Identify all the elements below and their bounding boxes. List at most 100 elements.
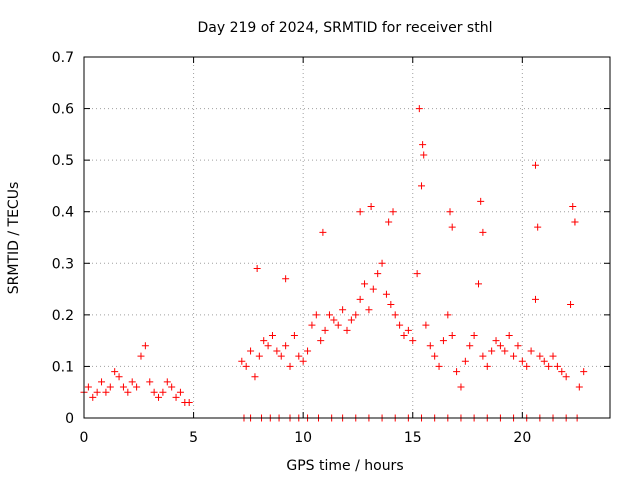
data-point xyxy=(545,362,553,370)
data-point xyxy=(325,311,333,319)
data-point xyxy=(575,383,583,391)
plot-frame xyxy=(83,56,611,419)
data-point xyxy=(448,331,456,339)
x-tick-label: 15 xyxy=(404,430,422,446)
data-point xyxy=(299,357,307,365)
data-point xyxy=(238,357,246,365)
x-axis-label: GPS time / hours xyxy=(286,458,403,474)
data-point xyxy=(409,337,417,345)
data-point xyxy=(514,342,522,350)
data-point xyxy=(389,208,397,216)
data-point xyxy=(119,383,127,391)
data-point xyxy=(505,331,513,339)
data-point xyxy=(146,378,154,386)
data-point xyxy=(141,342,149,350)
data-point xyxy=(319,228,327,236)
data-point xyxy=(367,203,375,211)
data-point xyxy=(457,383,465,391)
data-point xyxy=(176,388,184,396)
data-point xyxy=(334,321,342,329)
y-tick-label: 0.3 xyxy=(52,256,74,272)
data-point xyxy=(268,331,276,339)
data-point xyxy=(439,337,447,345)
data-point xyxy=(150,388,158,396)
data-point xyxy=(418,182,426,190)
data-point xyxy=(242,362,250,370)
data-point xyxy=(155,393,163,401)
data-point xyxy=(488,347,496,355)
data-point xyxy=(365,306,373,314)
data-point xyxy=(553,362,561,370)
data-point xyxy=(282,342,290,350)
y-axis-label: SRMTID / TECUs xyxy=(6,182,22,295)
data-point xyxy=(523,362,531,370)
y-tick-label: 0.6 xyxy=(52,102,74,118)
data-point xyxy=(531,161,539,169)
data-point xyxy=(558,368,566,376)
data-point xyxy=(106,383,114,391)
data-point xyxy=(426,342,434,350)
data-point xyxy=(496,342,504,350)
data-point xyxy=(527,347,535,355)
data-point xyxy=(255,352,263,360)
data-point xyxy=(253,264,261,272)
data-point xyxy=(479,352,487,360)
data-point xyxy=(562,373,570,381)
data-point xyxy=(168,383,176,391)
data-point xyxy=(534,223,542,231)
data-point xyxy=(400,331,408,339)
data-point xyxy=(382,290,390,298)
data-point xyxy=(93,388,101,396)
data-point xyxy=(448,223,456,231)
data-point xyxy=(580,368,588,376)
data-point xyxy=(453,368,461,376)
y-tick-label: 0.4 xyxy=(52,205,74,221)
data-point xyxy=(260,337,268,345)
data-point xyxy=(273,347,281,355)
data-point xyxy=(540,357,548,365)
grid xyxy=(84,57,610,418)
ticks: 0 0.1 0.2 0.3 0.4 0.5 0.6 0.7 0 5 10 15 20 xyxy=(52,50,610,446)
data-point xyxy=(343,326,351,334)
data-points xyxy=(80,105,588,422)
x-tick-label: 5 xyxy=(189,430,198,446)
data-point xyxy=(419,141,427,149)
data-point xyxy=(330,316,338,324)
y-tick-label: 0 xyxy=(65,411,74,427)
data-point xyxy=(277,352,285,360)
data-point xyxy=(295,352,303,360)
x-tick-label: 10 xyxy=(294,430,312,446)
data-point xyxy=(137,352,145,360)
data-point xyxy=(396,321,404,329)
x-tick-label: 0 xyxy=(80,430,89,446)
data-point xyxy=(308,321,316,329)
data-point xyxy=(391,311,399,319)
data-point xyxy=(111,368,119,376)
chart-title: Day 219 of 2024, SRMTID for receiver sth… xyxy=(198,20,493,36)
data-point xyxy=(477,197,485,205)
data-point xyxy=(479,228,487,236)
data-point xyxy=(304,347,312,355)
data-point xyxy=(172,393,180,401)
data-point xyxy=(133,383,141,391)
data-point xyxy=(446,208,454,216)
data-point xyxy=(102,388,110,396)
data-point xyxy=(84,383,92,391)
data-point xyxy=(356,295,364,303)
data-point xyxy=(185,399,193,407)
data-point xyxy=(124,388,132,396)
data-point xyxy=(466,342,474,350)
data-point xyxy=(531,295,539,303)
data-point xyxy=(251,373,259,381)
data-point xyxy=(378,259,386,267)
data-point xyxy=(492,337,500,345)
data-point xyxy=(413,270,421,278)
data-point xyxy=(312,311,320,319)
data-point xyxy=(387,301,395,309)
data-point xyxy=(461,357,469,365)
data-point xyxy=(98,378,106,386)
data-point xyxy=(444,311,452,319)
y-tick-label: 0.2 xyxy=(52,308,74,324)
data-point xyxy=(569,203,577,211)
data-point xyxy=(435,362,443,370)
